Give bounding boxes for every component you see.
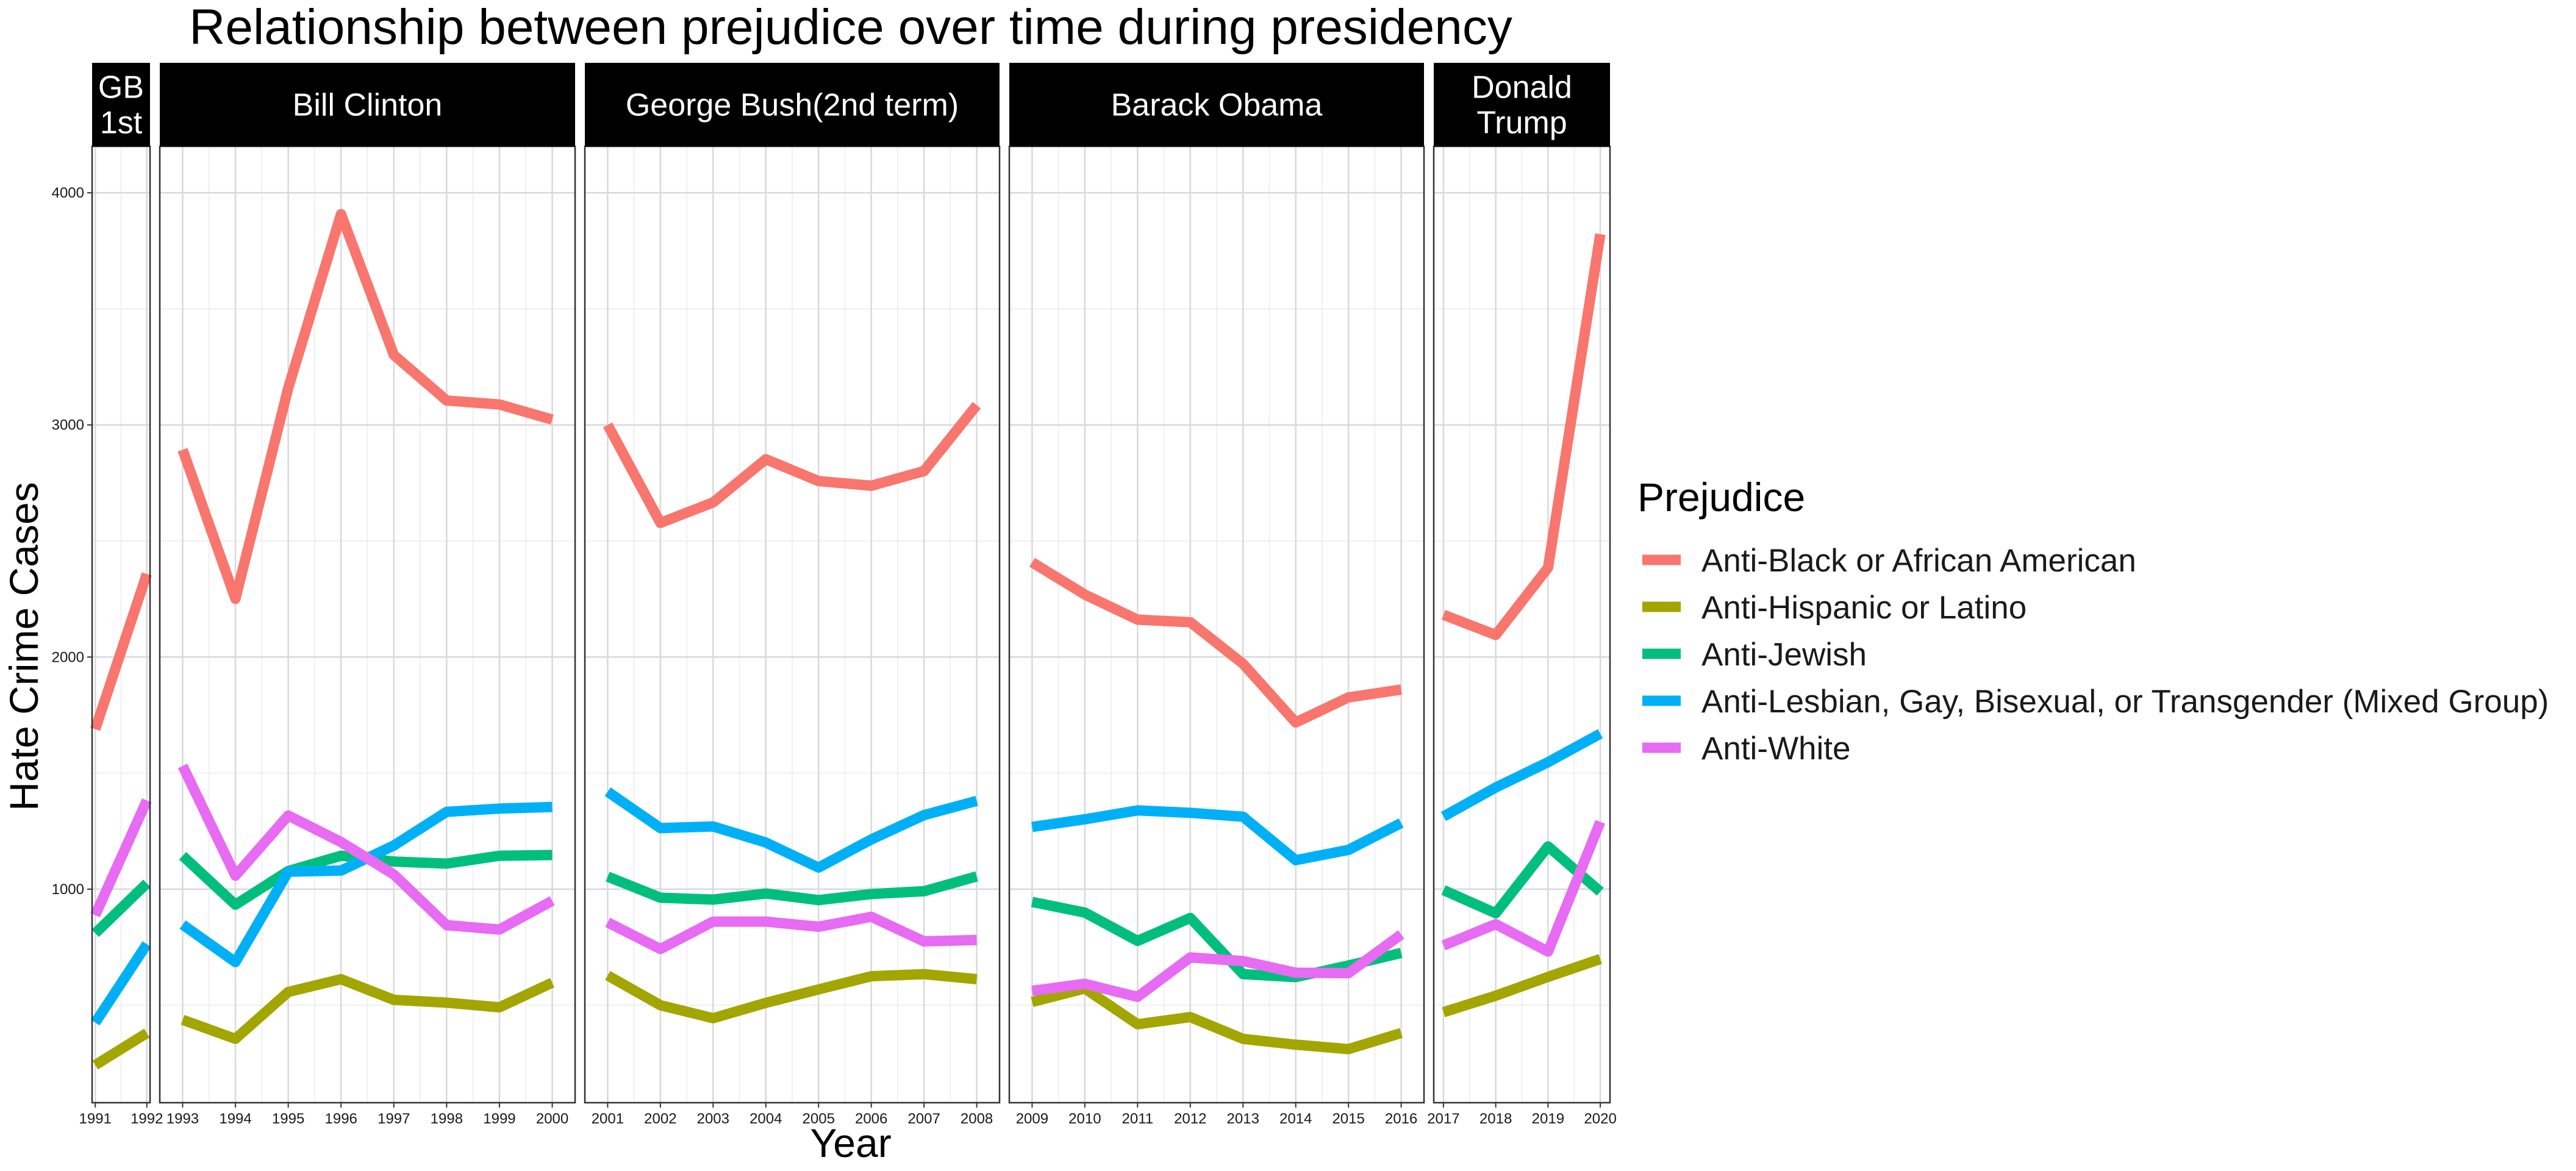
y-axis-ticks: 1000 2000 3000 4000: [52, 185, 92, 898]
facet-strip-label: Donald: [1472, 70, 1572, 106]
x-tick-label: 2014: [1279, 1111, 1312, 1127]
x-tick-label: 2008: [961, 1111, 993, 1127]
x-tick-label: 2011: [1122, 1111, 1154, 1127]
legend-label: Anti-Lesbian, Gay, Bisexual, or Transgen…: [1701, 684, 2549, 720]
series-line: [1031, 983, 1403, 1055]
series-line: [604, 787, 978, 873]
series-line: [91, 941, 151, 1026]
series-line: [177, 764, 555, 935]
series-line: [1029, 557, 1402, 728]
series-line: [181, 974, 555, 1044]
facet-strip-label: Bill Clinton: [293, 88, 443, 123]
x-tick-label: 2020: [1584, 1111, 1616, 1127]
x-tick-label: 2013: [1227, 1111, 1259, 1127]
x-tick-label: 1999: [483, 1111, 515, 1127]
x-tick-label: 2019: [1532, 1111, 1564, 1127]
series-line: [90, 798, 152, 917]
series-line: [1441, 841, 1604, 919]
y-tick-label: 3000: [52, 417, 84, 434]
series-line: [1440, 729, 1603, 822]
series-line: [90, 572, 152, 731]
x-tick-label: 2017: [1427, 1111, 1459, 1127]
facet-strip: [1434, 63, 1610, 146]
series-line: [1031, 805, 1404, 865]
facet-strip-label: George Bush(2nd term): [626, 88, 959, 123]
y-tick-label: 1000: [52, 881, 84, 898]
x-axis-title: Year: [810, 1120, 891, 1166]
x-tick-label: 2006: [855, 1111, 887, 1127]
x-tick-label: 2001: [592, 1111, 624, 1127]
x-tick-label: 1997: [377, 1111, 410, 1127]
series-line: [605, 911, 977, 954]
series-line: [1442, 954, 1602, 1017]
series-line: [1031, 897, 1403, 983]
x-tick-label: 1994: [219, 1111, 251, 1127]
facet-strip: [92, 63, 150, 146]
x-tick-label: 2012: [1174, 1111, 1206, 1127]
series-line: [92, 1028, 150, 1070]
legend-label: Anti-Jewish: [1701, 637, 1867, 673]
series-line: [606, 871, 978, 906]
series-line: [91, 879, 151, 937]
x-tick-label: 2015: [1332, 1111, 1364, 1127]
facet-strip-label: GB: [98, 70, 144, 106]
series-line: [605, 969, 978, 1023]
y-tick-label: 2000: [52, 649, 84, 665]
legend-label: Anti-Hispanic or Latino: [1701, 590, 2027, 626]
x-tick-label: 1996: [325, 1111, 357, 1127]
facet-strip-label: Barack Obama: [1111, 88, 1323, 123]
y-axis-title: Hate Crime Cases: [1, 482, 46, 811]
facet-strip: [1009, 63, 1424, 146]
x-tick-label: 2018: [1479, 1111, 1512, 1127]
facet-strip: [585, 63, 1000, 146]
x-tick-label: 2009: [1016, 1111, 1048, 1127]
x-tick-label: 1991: [79, 1111, 112, 1127]
facet-strip-label: Trump: [1476, 106, 1567, 141]
chart-title: Relationship between prejudice over time…: [189, 0, 1512, 55]
x-tick-label: 1993: [166, 1111, 199, 1127]
x-tick-label: 2003: [697, 1111, 729, 1127]
y-tick-label: 4000: [52, 185, 84, 201]
x-tick-label: 2000: [536, 1111, 568, 1127]
legend-title: Prejudice: [1637, 474, 1805, 520]
facet-panel: Barack Obama 2009 2010 2011 2012 2013 2014 2015…: [1008, 63, 1425, 1127]
x-tick-label: 2005: [803, 1111, 835, 1127]
series-line: [1031, 930, 1404, 1002]
facet-strip: [160, 63, 575, 146]
legend-label: Anti-Black or African American: [1701, 543, 2136, 579]
x-tick-label: 1998: [431, 1111, 463, 1127]
x-tick-label: 1995: [272, 1111, 304, 1127]
series-line: [177, 209, 554, 604]
facet-panel: George Bush(2nd term) 2001 2002 2003 2004 200…: [584, 63, 1001, 1127]
x-tick-label: 1992: [131, 1111, 163, 1127]
x-tick-label: 2016: [1385, 1111, 1417, 1127]
x-tick-label: 2007: [907, 1111, 940, 1127]
x-tick-label: 2004: [750, 1111, 782, 1127]
series-line: [1441, 233, 1606, 640]
facet-strip-label: 1st: [100, 106, 143, 141]
legend-label: Anti-White: [1701, 731, 1850, 767]
facet-panel: Bill Clinton 1993 1994 1995 1996 1997 1998 1999…: [159, 63, 576, 1127]
x-tick-label: 2010: [1068, 1111, 1101, 1127]
series-line: [603, 401, 981, 528]
series-line: [1441, 820, 1605, 957]
x-tick-label: 2002: [644, 1111, 676, 1127]
legend: Prejudice Anti-Black or African American…: [1637, 474, 2549, 767]
